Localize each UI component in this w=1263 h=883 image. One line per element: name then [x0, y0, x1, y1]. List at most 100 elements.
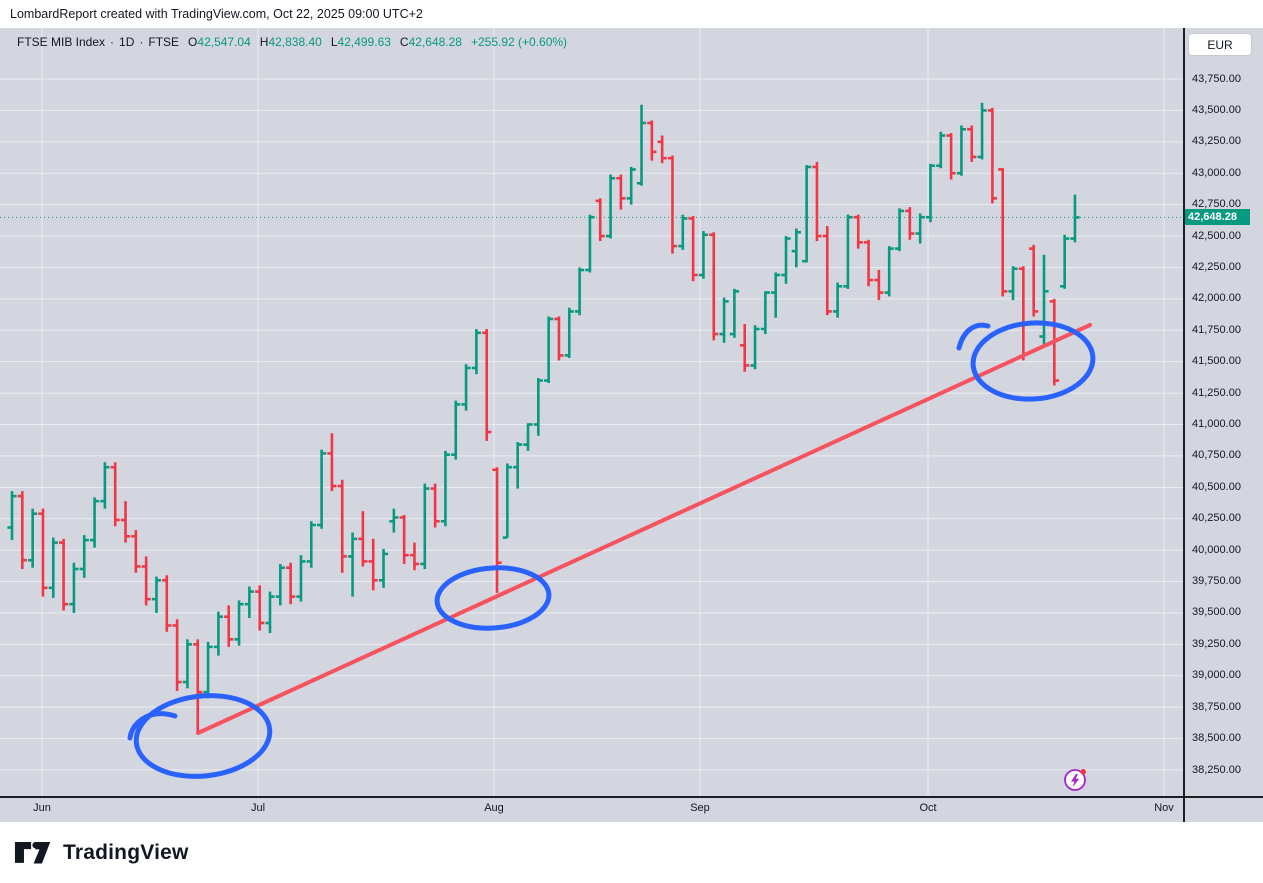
ohlc-bar — [492, 467, 502, 593]
ohlc-bar — [151, 576, 162, 613]
circle-annotation-tail — [127, 711, 178, 741]
price-axis-label: 41,250.00 — [1192, 386, 1241, 399]
circle-annotation-tail — [956, 322, 991, 351]
close-label: C — [399, 35, 409, 49]
ohlc-bar — [626, 166, 636, 205]
ohlc-bar — [884, 246, 894, 297]
price-axis-label: 43,500.00 — [1192, 103, 1241, 116]
circle-annotation[interactable] — [970, 319, 1096, 403]
price-axis-label: 38,250.00 — [1192, 763, 1241, 776]
tradingview-logo-icon — [14, 841, 51, 864]
ohlc-bar — [1060, 234, 1070, 289]
circle-annotation[interactable] — [434, 564, 552, 632]
notification-dot — [1080, 769, 1086, 775]
ohlc-bar — [595, 198, 605, 242]
ohlc-bar — [513, 442, 523, 489]
ohlc-bar — [915, 213, 925, 244]
price-scale[interactable]: 42,648.28 43,750.00 43,500.00 43,250.00 43,… — [1183, 28, 1263, 797]
ohlc-bar — [368, 538, 378, 591]
ohlc-bar — [100, 462, 110, 509]
ohlc-bar — [244, 586, 254, 618]
price-axis-label: 41,000.00 — [1192, 418, 1241, 430]
time-axis-label: Oct — [919, 802, 937, 814]
price-axis-label: 39,750.00 — [1192, 575, 1241, 588]
ohlc-bar — [79, 535, 89, 578]
ohlc-bar — [771, 272, 781, 318]
ohlc-bar — [461, 364, 471, 411]
ohlc-bar — [286, 562, 296, 605]
ohlc-bar — [729, 288, 739, 338]
legend-separator: · — [139, 35, 144, 49]
ohlc-bar — [791, 228, 801, 268]
price-axis-label: 38,750.00 — [1192, 700, 1241, 713]
ohlc-bar — [905, 207, 915, 240]
price-axis-label: 42,250.00 — [1192, 260, 1241, 273]
ohlc-bar — [471, 329, 481, 375]
interval-label: 1D — [119, 35, 135, 49]
ohlc-bar — [636, 104, 647, 186]
ohlc-bar — [554, 316, 564, 361]
low-label: L — [330, 35, 338, 49]
high-value: 42,838.40 — [268, 35, 322, 49]
ohlc-bar — [853, 214, 863, 249]
price-axis-label: 40,750.00 — [1192, 449, 1241, 462]
ohlc-bar — [967, 125, 977, 162]
symbol-legend[interactable]: FTSE MIB Index · 1D · FTSE O42,547.04 H42,838.… — [17, 35, 567, 49]
ohlc-bar — [59, 538, 69, 611]
ohlc-bar — [719, 297, 729, 343]
trendline-drawing[interactable] — [196, 323, 1092, 735]
ohlc-bar — [812, 161, 822, 242]
ohlc-bar — [822, 225, 832, 316]
ohlc-bar — [275, 563, 285, 606]
time-axis-label: Jun — [33, 802, 51, 814]
price-chart-canvas[interactable] — [0, 28, 1183, 797]
ohlc-bar — [389, 508, 399, 533]
tradingview-logo[interactable]: TradingView — [14, 841, 189, 865]
ohlc-bar — [1018, 266, 1028, 361]
price-axis-label: 38,500.00 — [1192, 732, 1241, 745]
ohlc-bar — [131, 530, 141, 573]
price-axis-label: 43,000.00 — [1192, 166, 1241, 179]
circle-annotation[interactable] — [132, 689, 274, 783]
ohlc-bar — [89, 497, 100, 548]
ohlc-bar — [420, 483, 430, 569]
ohlc-bar — [946, 133, 956, 180]
time-scale[interactable]: Jun Jul Aug Sep Oct Nov — [0, 798, 1263, 822]
ohlc-bar — [575, 267, 585, 316]
time-scale-border — [0, 796, 1263, 798]
ohlc-bar — [399, 514, 409, 564]
open-label: O — [188, 35, 198, 49]
currency-button[interactable]: EUR — [1188, 33, 1252, 56]
ohlc-bar — [378, 548, 389, 588]
ohlc-bar — [657, 135, 667, 164]
ohlc-bar — [863, 239, 874, 287]
ohlc-bar — [843, 214, 853, 289]
ohlc-bar — [451, 400, 461, 460]
symbol-name: FTSE MIB Index — [17, 35, 106, 49]
ohlc-bar — [265, 591, 275, 634]
ohlc-bar — [69, 562, 79, 613]
ohlc-bar — [1029, 244, 1039, 317]
time-axis-label: Jul — [250, 802, 266, 814]
ohlc-bar — [213, 611, 223, 656]
ohlc-bar — [120, 501, 131, 543]
ohlc-bar — [28, 508, 38, 568]
ohlc-bar — [327, 433, 337, 492]
ohlc-bar — [533, 378, 543, 436]
ohlc-bar — [110, 462, 120, 527]
price-axis-label: 39,250.00 — [1192, 637, 1241, 650]
ohlc-bar — [977, 102, 987, 160]
footer: TradingView — [0, 822, 1263, 883]
ohlc-bar — [698, 231, 709, 279]
ohlc-bar — [162, 575, 172, 632]
ohlc-bar — [688, 215, 698, 282]
price-axis-label: 40,000.00 — [1192, 543, 1241, 556]
open-value: 42,547.04 — [197, 35, 251, 49]
price-axis-label: 39,000.00 — [1192, 669, 1241, 682]
price-scale-border — [1183, 28, 1185, 822]
time-axis-label: Sep — [690, 802, 710, 814]
lightning-icon[interactable] — [1063, 767, 1088, 792]
exchange-label: FTSE — [148, 35, 180, 49]
price-axis-label: 42,500.00 — [1192, 229, 1241, 242]
ohlc-bar — [172, 619, 182, 691]
